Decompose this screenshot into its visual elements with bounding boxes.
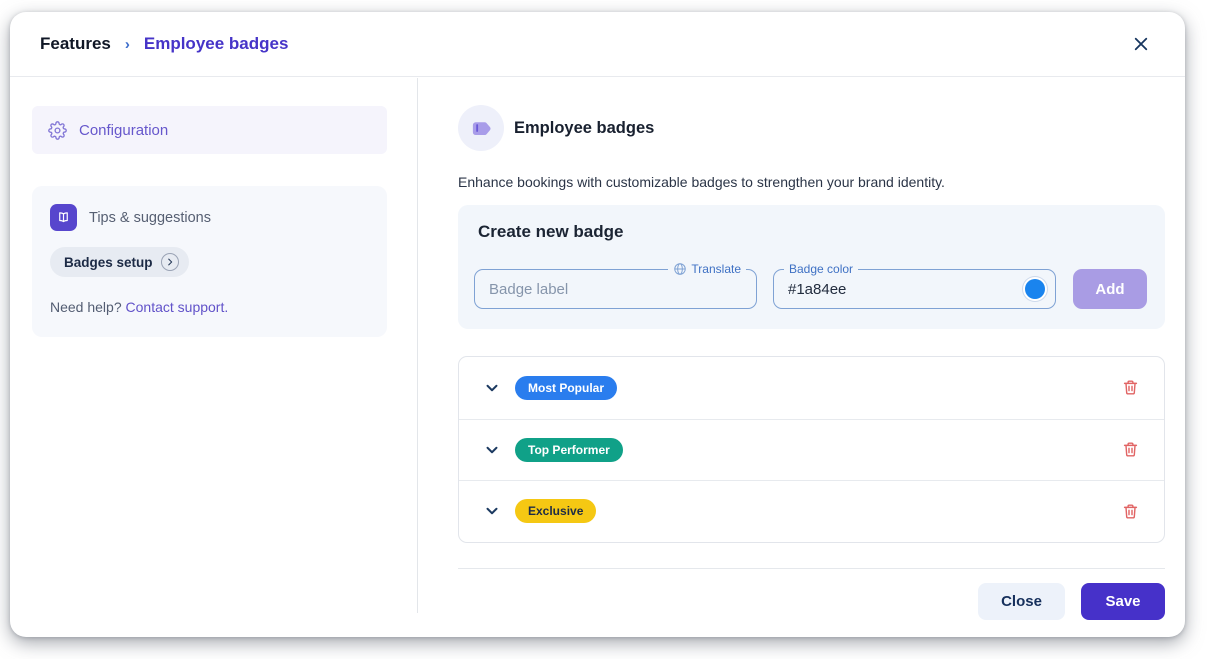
footer-divider bbox=[458, 567, 1165, 569]
create-badge-heading: Create new badge bbox=[478, 222, 624, 241]
chevron-down-icon[interactable] bbox=[483, 379, 501, 397]
trash-icon[interactable] bbox=[1121, 378, 1140, 397]
badge-color-field: Badge color bbox=[773, 261, 1056, 309]
help-text: Need help? bbox=[50, 299, 122, 315]
tips-panel: Tips & suggestions Badges setup Need hel… bbox=[32, 186, 387, 337]
badge-row: Top Performer bbox=[459, 418, 1164, 481]
badge-feature-icon bbox=[458, 105, 504, 151]
badge-color-label: Badge color bbox=[784, 261, 859, 277]
trash-icon[interactable] bbox=[1121, 440, 1140, 459]
main-content: Employee badges Enhance bookings with cu… bbox=[458, 78, 1165, 620]
chip-label: Badges setup bbox=[64, 254, 153, 270]
badge-pill: Exclusive bbox=[515, 499, 597, 524]
page-title: Employee badges bbox=[514, 118, 655, 137]
badge-pill: Most Popular bbox=[515, 375, 618, 400]
breadcrumb-chevron-icon: › bbox=[124, 35, 130, 53]
chevron-right-icon bbox=[160, 253, 179, 271]
tips-title: Tips & suggestions bbox=[89, 209, 211, 226]
add-button[interactable]: Add bbox=[1073, 269, 1147, 309]
modal-footer: Close Save bbox=[458, 582, 1165, 620]
close-icon[interactable] bbox=[1127, 30, 1155, 58]
breadcrumb-current: Employee badges bbox=[143, 34, 289, 53]
employee-badges-modal: Features › Employee badges Configuration… bbox=[10, 12, 1185, 637]
globe-icon bbox=[674, 263, 687, 275]
chevron-down-icon[interactable] bbox=[483, 441, 501, 459]
sidebar-item-configuration[interactable]: Configuration bbox=[32, 106, 387, 154]
badge-pill: Top Performer bbox=[515, 437, 623, 462]
close-button[interactable]: Close bbox=[978, 582, 1065, 620]
sidebar: Configuration Tips & suggestions Badges … bbox=[10, 78, 418, 613]
badge-label-field: Translate bbox=[474, 261, 757, 309]
sidebar-item-label: Configuration bbox=[79, 121, 169, 139]
save-button[interactable]: Save bbox=[1081, 582, 1165, 620]
badge-list: Most Popular Top Performer Exclusive bbox=[458, 356, 1165, 543]
help-line: Need help? Contact support. bbox=[50, 299, 369, 315]
translate-label[interactable]: Translate bbox=[668, 261, 746, 277]
badge-row: Most Popular bbox=[459, 357, 1164, 419]
gear-icon bbox=[48, 120, 67, 140]
create-badge-panel: Create new badge Translate Badge color A… bbox=[458, 205, 1165, 329]
chevron-down-icon[interactable] bbox=[483, 502, 501, 520]
color-swatch[interactable] bbox=[1025, 279, 1045, 299]
contact-support-link[interactable]: Contact support. bbox=[125, 299, 229, 315]
feature-description: Enhance bookings with customizable badge… bbox=[458, 174, 945, 190]
trash-icon[interactable] bbox=[1121, 502, 1140, 521]
book-icon bbox=[50, 204, 77, 231]
breadcrumb-features[interactable]: Features bbox=[40, 34, 111, 53]
badges-setup-chip[interactable]: Badges setup bbox=[50, 247, 189, 277]
modal-header: Features › Employee badges bbox=[10, 12, 1185, 77]
badge-row: Exclusive bbox=[459, 480, 1164, 542]
